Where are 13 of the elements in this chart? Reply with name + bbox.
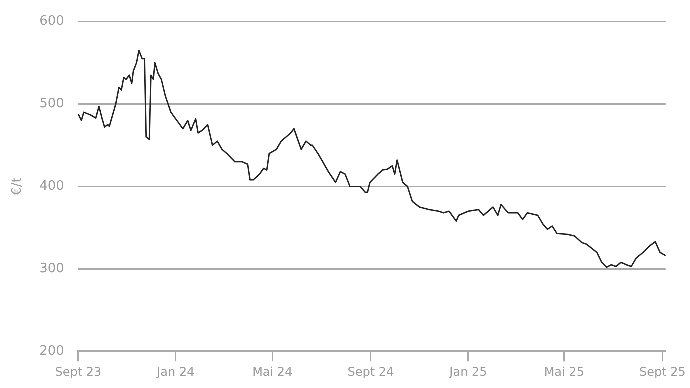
x-tick-label: Jan 25 (448, 364, 488, 379)
x-tick-label: Mai 25 (544, 364, 584, 379)
x-tick-label: Sept 25 (639, 364, 686, 379)
y-tick-label: 600 (40, 14, 64, 30)
y-tick-label: 500 (40, 96, 64, 112)
x-tick-label: Jan 24 (156, 364, 195, 379)
y-tick-label: 300 (40, 262, 64, 277)
y-tick-label: 200 (40, 344, 64, 359)
x-tick-label: Mai 24 (252, 364, 293, 379)
x-tick-label: Sept 23 (55, 364, 102, 379)
x-tick-label: Sept 24 (348, 364, 394, 379)
y-tick-label: 400 (40, 179, 64, 194)
y-axis-title: €/t (10, 178, 26, 196)
